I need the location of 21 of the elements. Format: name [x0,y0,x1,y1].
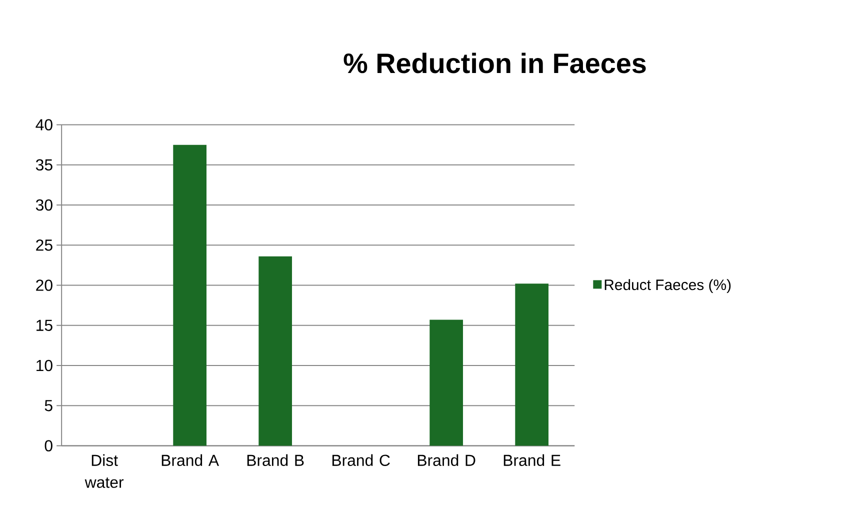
x-tick-label: Brand C [332,454,390,466]
bar [515,284,548,446]
x-tick-label: Brand B [247,454,304,466]
y-tick-label: 35 [36,159,52,171]
x-tick-label: Brand A [162,454,220,466]
bar [173,144,206,446]
y-tick-label: 15 [36,320,52,331]
y-tick-label: 40 [36,119,52,130]
y-tick-label: 20 [36,280,52,291]
y-tick-label: 30 [36,199,52,211]
x-tick-label: Brand D [418,454,476,466]
x-tick-label: Dist water [84,454,124,488]
bar [430,320,463,446]
chart-title: % Reduction in Faeces [344,52,646,74]
y-tick-label: 0 [44,440,52,452]
y-tick-label: 5 [44,400,52,412]
x-tick-label: Brand E [504,454,560,466]
y-tick-label: 10 [36,360,52,372]
bar [258,256,292,446]
legend-label: Reduct Faeces (%) [604,279,731,294]
y-tick-label: 25 [36,240,52,251]
